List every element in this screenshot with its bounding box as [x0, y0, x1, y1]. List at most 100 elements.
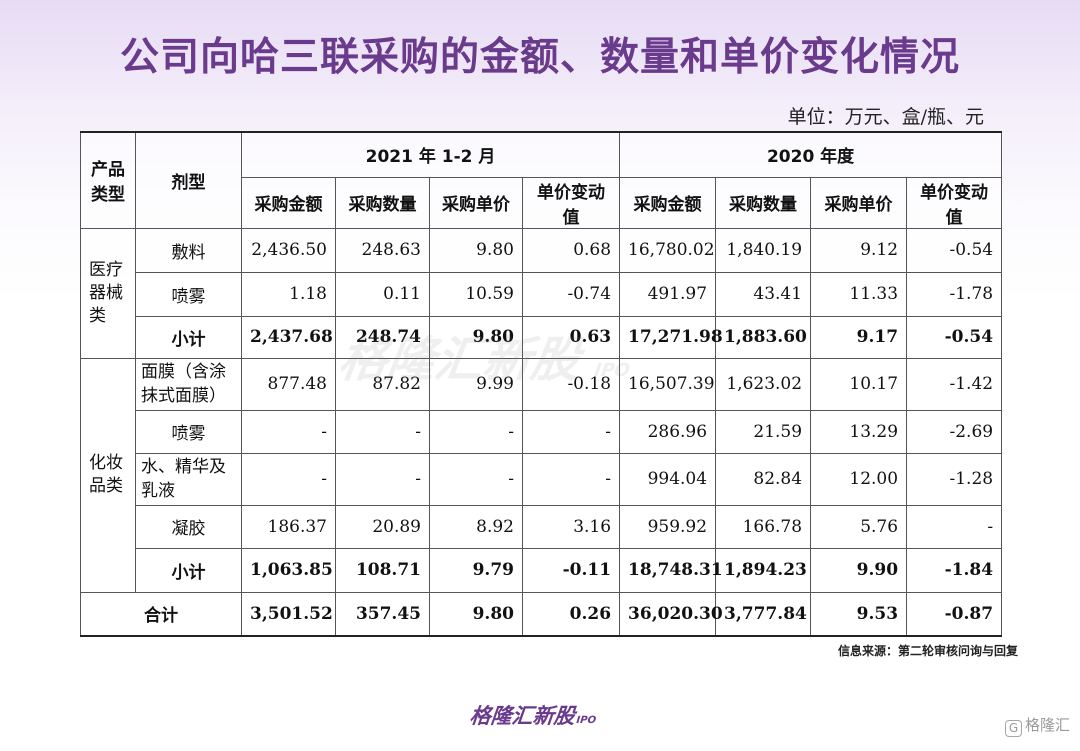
value-cell: 5.76 [810, 504, 908, 549]
value-cell: - [241, 452, 336, 506]
value-cell: 10.17 [810, 357, 908, 411]
value-cell: 9.79 [429, 547, 523, 593]
header-row-2: 采购金额 采购数量 采购单价 单价变动值 采购金额 采购数量 采购单价 单价变动… [81, 176, 1003, 229]
value-cell: - [429, 409, 523, 454]
value-cell: 0.26 [521, 591, 621, 637]
value-cell: 166.78 [715, 504, 812, 549]
value-cell: 9.12 [810, 227, 908, 273]
table-row: 化妆品类 面膜（含涂抹式面膜） 877.48 87.82 9.99 -0.18 … [80, 357, 1003, 593]
value-cell: - [429, 452, 523, 506]
form-cell: 水、精华及乳液 [135, 452, 242, 506]
value-cell: 8.92 [429, 504, 523, 549]
value-cell: 2,437.68 [241, 315, 336, 359]
value-cell: 959.92 [619, 504, 717, 549]
category-medical: 医疗器械类 [80, 227, 136, 359]
header-price: 采购单价 [810, 176, 908, 229]
purchase-table: 产品类型 剂型 2021 年 1-2 月 2020 年度 采购金额 采购数量 采… [80, 131, 1003, 637]
value-cell: 87.82 [335, 357, 430, 411]
header-quantity: 采购数量 [715, 176, 812, 229]
header-row-1: 产品类型 剂型 2021 年 1-2 月 2020 年度 [80, 131, 1003, 229]
value-cell: 2,436.50 [241, 227, 336, 273]
table-row: 医疗器械类 敷料 2,436.50 248.63 9.80 0.68 16,78… [80, 227, 1003, 359]
form-cell: 小计 [135, 547, 242, 593]
value-cell: -0.87 [906, 591, 1003, 637]
logo-suffix: IPO [575, 715, 597, 726]
value-cell: 17,271.98 [619, 315, 723, 359]
value-cell: 10.59 [429, 271, 523, 317]
value-cell: - [335, 452, 430, 506]
value-cell: 1,883.60 [715, 315, 812, 359]
value-cell: 248.63 [335, 227, 430, 273]
corner-brand-text: 格隆汇 [1024, 716, 1070, 734]
value-cell: 13.29 [810, 409, 908, 454]
total-row: 合计 3,501.52 357.45 9.80 0.26 36,020.30 3… [80, 591, 1003, 637]
table-row: 喷雾 - - - - 286.96 21.59 13.29 -2.69 [81, 409, 1003, 454]
value-cell: 1,063.85 [241, 547, 336, 593]
value-cell: 11.33 [810, 271, 908, 317]
form-cell: 喷雾 [135, 409, 242, 454]
value-cell: 3,501.52 [241, 591, 336, 637]
form-cell: 凝胶 [135, 504, 242, 549]
value-cell: - [241, 409, 336, 454]
header-amount: 采购金额 [619, 176, 717, 229]
value-cell: -1.84 [906, 547, 1003, 593]
header-form: 剂型 [135, 131, 242, 229]
value-cell: 994.04 [619, 452, 717, 506]
value-cell: 43.41 [715, 271, 812, 317]
value-cell: 248.74 [335, 315, 430, 359]
value-cell: -2.69 [906, 409, 1003, 454]
header-change: 单价变动值 [521, 176, 621, 229]
value-cell: -0.18 [521, 357, 621, 411]
header-period-2020: 2020 年度 [619, 131, 1003, 178]
value-cell: 36,020.30 [619, 591, 723, 637]
table-row: 凝胶 186.37 20.89 8.92 3.16 959.92 166.78 … [81, 504, 1003, 549]
value-cell: 16,780.02 [619, 227, 717, 273]
value-cell: 3,777.84 [715, 591, 812, 637]
corner-brand: G 格隆汇 [1004, 714, 1070, 737]
value-cell: 1,894.23 [715, 547, 812, 593]
form-cell: 面膜（含涂抹式面膜） [135, 357, 242, 411]
header-price: 采购单价 [429, 176, 523, 229]
header-change: 单价变动值 [906, 176, 1003, 229]
total-label: 合计 [80, 591, 242, 637]
page-title: 公司向哈三联采购的金额、数量和单价变化情况 [119, 35, 960, 80]
value-cell: 0.11 [335, 271, 430, 317]
value-cell: -1.78 [906, 271, 1003, 317]
value-cell: 491.97 [619, 271, 717, 317]
value-cell: 286.96 [619, 409, 717, 454]
logo-text: 格隆汇新股 [468, 704, 577, 728]
value-cell: 1.18 [241, 271, 336, 317]
value-cell: 16,507.39 [619, 357, 717, 411]
category-cosmetics: 化妆品类 [80, 357, 136, 593]
form-cell: 小计 [135, 315, 242, 359]
value-cell: -0.11 [521, 547, 621, 593]
value-cell: 9.99 [429, 357, 523, 411]
source-note: 信息来源：第二轮审核问询与回复 [837, 644, 1018, 658]
value-cell: 18,748.31 [619, 547, 723, 593]
value-cell: -1.42 [906, 357, 1003, 411]
table-row: 水、精华及乳液 - - - - 994.04 82.84 12.00 -1.28 [81, 452, 1003, 506]
unit-label: 单位：万元、盒/瓶、元 [787, 106, 984, 128]
value-cell: 9.53 [810, 591, 908, 637]
brand-logo: 格隆汇新股IPO [468, 700, 598, 730]
value-cell: 12.00 [810, 452, 908, 506]
header-quantity: 采购数量 [335, 176, 430, 229]
subtotal-row: 小计 1,063.85 108.71 9.79 -0.11 18,748.31 … [81, 547, 1003, 593]
header-product-type: 产品类型 [80, 131, 136, 229]
value-cell: -0.74 [521, 271, 621, 317]
value-cell: 9.17 [810, 315, 908, 359]
value-cell: 3.16 [521, 504, 621, 549]
value-cell: 9.80 [429, 315, 523, 359]
value-cell: -1.28 [906, 452, 1003, 506]
value-cell: 1,623.02 [715, 357, 812, 411]
value-cell: -0.54 [906, 315, 1003, 359]
value-cell: - [521, 452, 621, 506]
value-cell: 877.48 [241, 357, 336, 411]
value-cell: 20.89 [335, 504, 430, 549]
value-cell: 9.80 [429, 227, 523, 273]
value-cell: 186.37 [241, 504, 336, 549]
form-cell: 敷料 [135, 227, 242, 273]
form-cell: 喷雾 [135, 271, 242, 317]
value-cell: 82.84 [715, 452, 812, 506]
value-cell: - [521, 409, 621, 454]
